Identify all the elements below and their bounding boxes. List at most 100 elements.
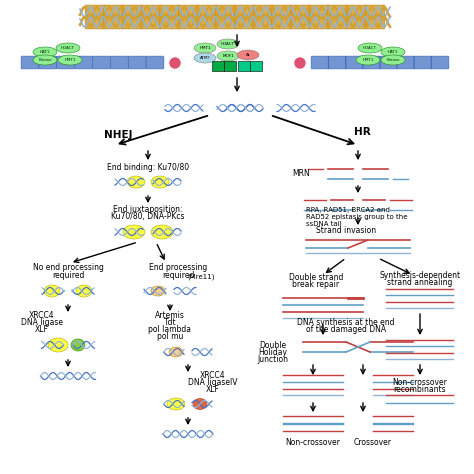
Text: MRN: MRN bbox=[292, 170, 310, 179]
Text: At: At bbox=[246, 53, 250, 57]
Text: HDACT: HDACT bbox=[221, 42, 235, 46]
Text: Tdt: Tdt bbox=[164, 318, 176, 327]
Text: Double: Double bbox=[259, 341, 287, 350]
FancyBboxPatch shape bbox=[122, 5, 142, 19]
FancyBboxPatch shape bbox=[365, 15, 385, 29]
Text: HDACT: HDACT bbox=[61, 46, 75, 50]
Text: DNA synthesis at the end: DNA synthesis at the end bbox=[297, 318, 395, 327]
Text: HMT1: HMT1 bbox=[199, 46, 211, 50]
FancyBboxPatch shape bbox=[272, 15, 292, 29]
FancyBboxPatch shape bbox=[309, 15, 329, 29]
Ellipse shape bbox=[123, 225, 145, 239]
Text: required: required bbox=[52, 271, 84, 280]
Text: (Mre11): (Mre11) bbox=[187, 273, 215, 280]
FancyBboxPatch shape bbox=[291, 15, 310, 29]
Ellipse shape bbox=[217, 39, 239, 49]
Ellipse shape bbox=[381, 47, 405, 57]
Text: XRCC4: XRCC4 bbox=[29, 311, 55, 320]
Ellipse shape bbox=[58, 55, 82, 65]
Text: ATM?: ATM? bbox=[200, 56, 210, 60]
Text: HAT1: HAT1 bbox=[40, 50, 50, 54]
FancyBboxPatch shape bbox=[328, 56, 346, 69]
Text: strand annealing: strand annealing bbox=[387, 278, 453, 287]
FancyBboxPatch shape bbox=[397, 56, 415, 69]
FancyBboxPatch shape bbox=[21, 56, 39, 69]
Text: Kinase: Kinase bbox=[38, 58, 52, 62]
FancyBboxPatch shape bbox=[380, 56, 398, 69]
FancyBboxPatch shape bbox=[141, 5, 161, 19]
FancyBboxPatch shape bbox=[345, 56, 363, 69]
Ellipse shape bbox=[76, 285, 92, 297]
Ellipse shape bbox=[194, 53, 216, 63]
FancyBboxPatch shape bbox=[160, 5, 180, 19]
Text: recombinants: recombinants bbox=[394, 385, 447, 394]
FancyBboxPatch shape bbox=[74, 56, 92, 69]
FancyBboxPatch shape bbox=[39, 56, 57, 69]
FancyBboxPatch shape bbox=[253, 5, 273, 19]
Text: RPA, RAD51, BRCA2 and: RPA, RAD51, BRCA2 and bbox=[306, 207, 390, 213]
FancyBboxPatch shape bbox=[363, 56, 381, 69]
FancyBboxPatch shape bbox=[178, 5, 198, 19]
FancyBboxPatch shape bbox=[414, 56, 432, 69]
FancyBboxPatch shape bbox=[346, 15, 366, 29]
Text: Junction: Junction bbox=[257, 355, 289, 364]
FancyBboxPatch shape bbox=[238, 61, 250, 71]
FancyBboxPatch shape bbox=[146, 56, 164, 69]
FancyBboxPatch shape bbox=[216, 5, 236, 19]
Text: Kinase: Kinase bbox=[386, 58, 400, 62]
Text: DNA ligase: DNA ligase bbox=[21, 318, 63, 327]
Text: XLF: XLF bbox=[35, 325, 49, 334]
FancyBboxPatch shape bbox=[141, 15, 161, 29]
FancyBboxPatch shape bbox=[224, 61, 236, 71]
FancyBboxPatch shape bbox=[85, 15, 105, 29]
Ellipse shape bbox=[217, 51, 239, 61]
Ellipse shape bbox=[151, 176, 169, 188]
Text: DNA ligaseIV: DNA ligaseIV bbox=[188, 378, 238, 387]
FancyBboxPatch shape bbox=[234, 5, 255, 19]
Text: XLF: XLF bbox=[206, 385, 220, 394]
FancyBboxPatch shape bbox=[85, 5, 105, 19]
FancyBboxPatch shape bbox=[291, 5, 310, 19]
FancyBboxPatch shape bbox=[365, 5, 385, 19]
Text: pol mu: pol mu bbox=[157, 332, 183, 341]
Circle shape bbox=[170, 58, 180, 68]
FancyBboxPatch shape bbox=[197, 15, 217, 29]
Text: break repair: break repair bbox=[292, 280, 339, 289]
FancyBboxPatch shape bbox=[128, 56, 146, 69]
FancyBboxPatch shape bbox=[178, 15, 198, 29]
FancyBboxPatch shape bbox=[92, 56, 110, 69]
FancyBboxPatch shape bbox=[234, 15, 255, 29]
Text: HAT1: HAT1 bbox=[388, 50, 398, 54]
FancyBboxPatch shape bbox=[328, 15, 347, 29]
Text: Double strand: Double strand bbox=[289, 273, 343, 282]
Ellipse shape bbox=[127, 176, 145, 188]
FancyBboxPatch shape bbox=[346, 5, 366, 19]
Text: End processing: End processing bbox=[149, 263, 207, 272]
FancyBboxPatch shape bbox=[216, 15, 236, 29]
Text: HR: HR bbox=[354, 127, 370, 137]
Text: HMT1: HMT1 bbox=[362, 58, 374, 62]
FancyBboxPatch shape bbox=[104, 15, 124, 29]
Text: NHEJ: NHEJ bbox=[104, 130, 132, 140]
Text: pol lambda: pol lambda bbox=[148, 325, 191, 334]
Ellipse shape bbox=[44, 285, 60, 297]
Text: Synthesis-dependent: Synthesis-dependent bbox=[380, 271, 461, 280]
FancyBboxPatch shape bbox=[212, 61, 224, 71]
Circle shape bbox=[295, 58, 305, 68]
FancyBboxPatch shape bbox=[272, 5, 292, 19]
Ellipse shape bbox=[356, 55, 380, 65]
Ellipse shape bbox=[48, 338, 68, 352]
Ellipse shape bbox=[33, 55, 57, 65]
Ellipse shape bbox=[237, 50, 259, 60]
FancyBboxPatch shape bbox=[122, 15, 142, 29]
Text: HMT1: HMT1 bbox=[64, 58, 76, 62]
Text: Ku70/80, DNA-PKcs: Ku70/80, DNA-PKcs bbox=[111, 212, 185, 221]
Ellipse shape bbox=[194, 43, 216, 53]
Text: Artemis: Artemis bbox=[155, 311, 185, 320]
Text: Non-crossover: Non-crossover bbox=[285, 438, 340, 447]
FancyBboxPatch shape bbox=[431, 56, 449, 69]
Ellipse shape bbox=[151, 225, 173, 239]
Ellipse shape bbox=[33, 47, 57, 57]
FancyBboxPatch shape bbox=[160, 15, 180, 29]
Ellipse shape bbox=[71, 339, 85, 351]
